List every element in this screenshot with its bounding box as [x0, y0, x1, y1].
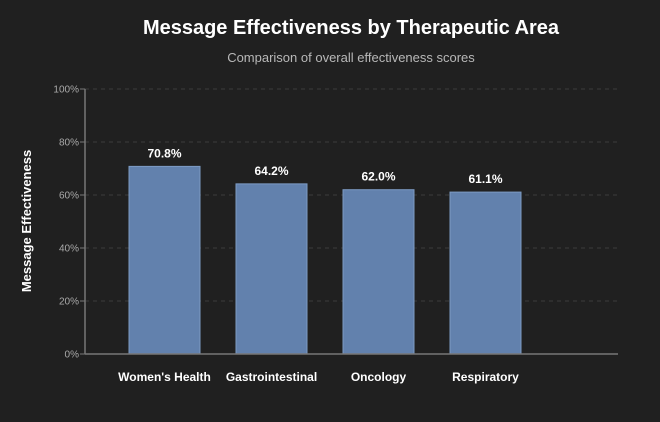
x-category-label: Respiratory	[452, 370, 519, 384]
y-axis-label: Message Effectiveness	[19, 150, 34, 292]
bar	[342, 189, 415, 355]
x-category-label: Women's Health	[118, 370, 211, 384]
y-axis-ticks: 0% 20% 40% 60% 80% 100%	[53, 85, 85, 361]
axes	[84, 89, 618, 355]
bar	[449, 191, 522, 355]
bar-value-label: 62.0%	[361, 170, 395, 184]
chart-subtitle: Comparison of overall effectiveness scor…	[227, 50, 475, 65]
y-tick-label: 40%	[59, 244, 79, 255]
y-tick-label: 100%	[53, 85, 79, 96]
y-tick-label: 20%	[59, 297, 79, 308]
bar-value-label: 70.8%	[147, 146, 181, 160]
y-tick-label: 0%	[65, 350, 80, 361]
chart-title: Message Effectiveness by Therapeutic Are…	[143, 17, 560, 39]
value-labels: 70.8% 64.2% 62.0% 61.1%	[147, 146, 502, 186]
x-category-label: Gastrointestinal	[226, 370, 317, 384]
bar-value-label: 64.2%	[254, 164, 288, 178]
bars	[128, 165, 522, 355]
bar	[128, 165, 201, 355]
bar	[235, 183, 308, 355]
x-axis-category-labels: Women's Health Gastrointestinal Oncology Re…	[118, 370, 519, 384]
y-tick-label: 80%	[59, 138, 79, 149]
y-tick-label: 60%	[59, 191, 79, 202]
bar-value-label: 61.1%	[468, 172, 502, 186]
x-category-label: Oncology	[351, 370, 407, 384]
